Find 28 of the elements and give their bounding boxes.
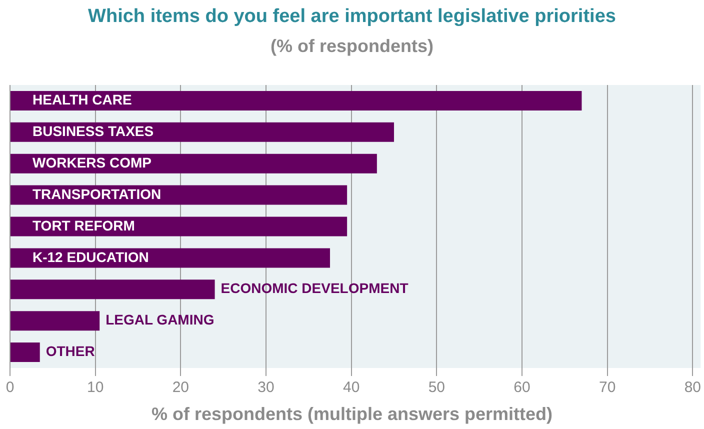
y-tick-label: TORT REFORM — [32, 217, 135, 234]
bar — [10, 311, 100, 331]
y-tick-label: TRANSPORTATION — [32, 186, 162, 202]
y-tick-label: OTHER — [46, 343, 95, 360]
x-tick-label: 10 — [86, 379, 104, 396]
x-tick-label: 40 — [342, 379, 360, 396]
y-tick-label: K-12 EDUCATION — [32, 248, 149, 265]
y-tick-label: LEGAL GAMING — [106, 312, 214, 328]
x-tick-label: 50 — [428, 379, 446, 396]
y-tick-label: BUSINESS TAXES — [32, 123, 154, 140]
x-tick-label: 30 — [258, 379, 274, 396]
y-tick-label: WORKERS COMP — [32, 154, 152, 170]
chart-title: Which items do you feel are important legislative priorities — [87, 6, 617, 28]
x-tick-label: 20 — [172, 379, 190, 396]
x-tick-label: 70 — [598, 379, 616, 396]
bar — [10, 342, 40, 362]
x-axis-title: % of respondents (multiple answers permitted) — [150, 404, 554, 425]
bar — [10, 154, 377, 174]
bar — [10, 248, 330, 268]
chart-subtitle: (% of respondents) — [269, 36, 434, 57]
y-tick-label: ECONOMIC DEVELOPMENT — [220, 280, 409, 296]
bar — [10, 122, 394, 142]
x-tick-label: 60 — [514, 379, 530, 396]
x-tick-label: 0 — [6, 379, 14, 396]
x-tick-label: 80 — [684, 379, 701, 396]
bar — [10, 90, 582, 110]
y-tick-label: HEALTH CARE — [32, 92, 132, 108]
bar — [10, 280, 215, 300]
